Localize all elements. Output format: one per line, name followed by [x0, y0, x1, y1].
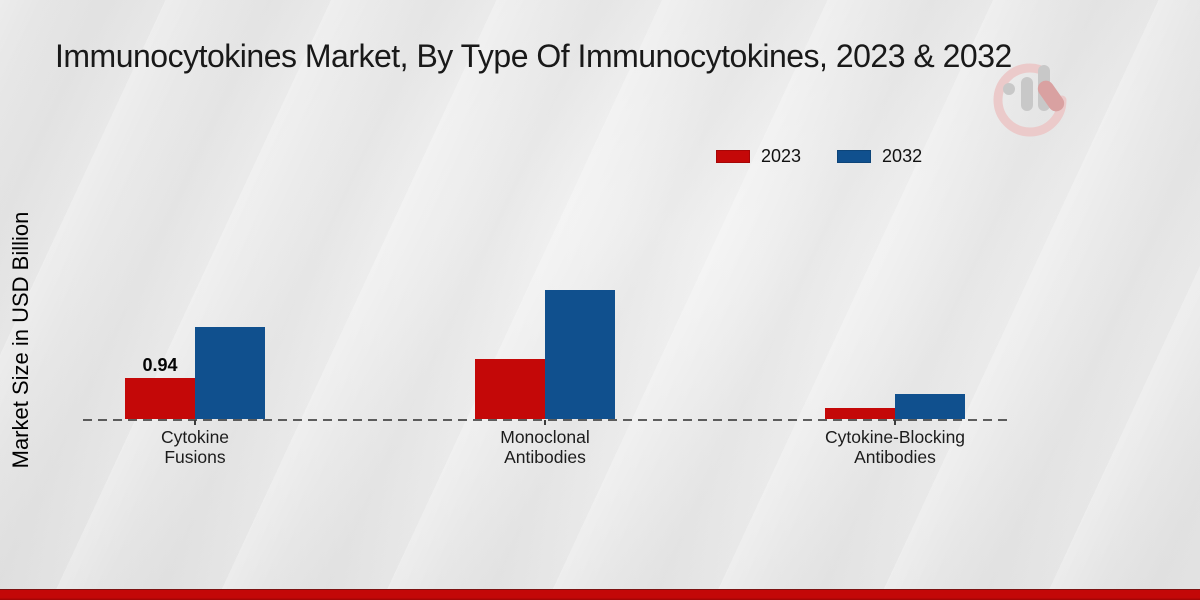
legend-swatch-2023	[716, 150, 750, 163]
category-label-monoclonal-antibodies: Monoclonal Antibodies	[500, 427, 590, 467]
x-tick-cytokine-blocking-antibodies	[894, 420, 896, 425]
y-axis-label: Market Size in USD Billion	[8, 211, 33, 469]
legend-swatch-2032	[837, 150, 872, 163]
bar-2023-cytokine-fusions	[125, 377, 195, 419]
x-tick-monoclonal-antibodies	[544, 420, 546, 425]
bar-2032-cytokine-fusions	[195, 326, 265, 419]
bar-value-label-2023-cytokine-fusions: 0.94	[142, 354, 178, 375]
category-label-cytokine-blocking-antibodies: Cytokine-Blocking Antibodies	[824, 427, 966, 467]
legend-label-2032: 2032	[882, 146, 923, 166]
legend-item-2023: 2023	[716, 146, 801, 167]
footer-accent-band	[0, 589, 1200, 600]
bar-2023-cytokine-blocking-antibodies	[825, 408, 895, 419]
bar-2023-monoclonal-antibodies	[475, 358, 545, 419]
zero-baseline	[83, 419, 1007, 421]
category-label-cytokine-fusions: Cytokine Fusions	[160, 427, 230, 467]
bar-2032-monoclonal-antibodies	[545, 289, 615, 419]
x-tick-cytokine-fusions	[194, 420, 196, 425]
legend-label-2023: 2023	[761, 146, 802, 166]
magnifier-bar-chart-logo-icon	[980, 50, 1084, 154]
legend: 2023 2032	[716, 146, 922, 167]
bar-2032-cytokine-blocking-antibodies	[895, 394, 965, 419]
legend-item-2032: 2032	[837, 146, 922, 167]
chart-title: Immunocytokines Market, By Type Of Immun…	[55, 38, 1012, 74]
